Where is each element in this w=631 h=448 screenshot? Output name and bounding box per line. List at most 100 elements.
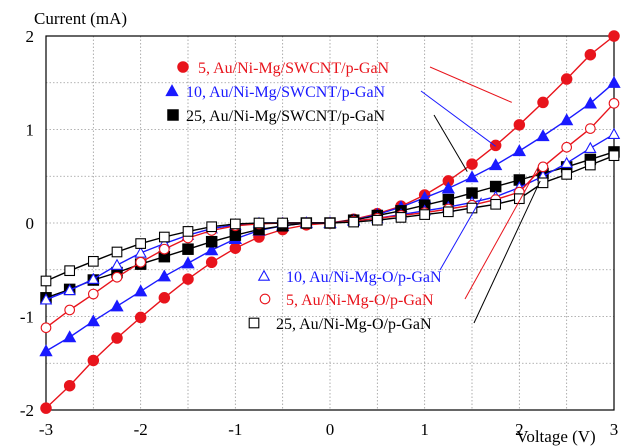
data-point bbox=[537, 96, 549, 109]
y-tick-label: 0 bbox=[26, 214, 35, 233]
data-point bbox=[253, 217, 265, 229]
data-point bbox=[229, 218, 241, 230]
data-point bbox=[205, 256, 218, 269]
data-point bbox=[40, 322, 52, 334]
data-point bbox=[182, 226, 194, 237]
data-point bbox=[607, 127, 621, 139]
data-point bbox=[608, 150, 620, 162]
data-point bbox=[536, 129, 550, 142]
data-point bbox=[64, 265, 76, 277]
data-point bbox=[466, 202, 478, 214]
legend-entry-2: 10, Au/Ni-Mg/SWCNT/p-GaN bbox=[165, 84, 386, 101]
x-tick-label: 2 bbox=[515, 420, 524, 439]
data-point bbox=[135, 238, 147, 249]
x-tick-label: -3 bbox=[39, 420, 53, 439]
legend-marker bbox=[165, 84, 179, 97]
data-point bbox=[87, 255, 99, 267]
legend-label: 10, Au/Ni-Mg-O/p-GaN bbox=[286, 269, 442, 286]
data-point bbox=[608, 30, 620, 42]
legend-label: 10, Au/Ni-Mg/SWCNT/p-GaN bbox=[186, 84, 386, 101]
data-point bbox=[561, 141, 573, 153]
data-point bbox=[229, 229, 242, 241]
data-point bbox=[134, 246, 147, 258]
data-point bbox=[324, 217, 336, 229]
data-point bbox=[584, 141, 597, 153]
data-point bbox=[537, 161, 549, 173]
data-point bbox=[158, 243, 170, 255]
legend-leader-line bbox=[433, 114, 468, 172]
data-point bbox=[465, 170, 479, 183]
data-point bbox=[63, 379, 76, 392]
data-point bbox=[584, 159, 596, 171]
data-point bbox=[64, 304, 76, 316]
data-point bbox=[513, 119, 526, 131]
y-tick-label: -1 bbox=[20, 308, 34, 327]
legend-marker bbox=[257, 269, 271, 281]
data-point bbox=[512, 144, 526, 157]
data-point bbox=[87, 288, 99, 300]
data-point bbox=[348, 216, 360, 228]
data-point bbox=[205, 243, 219, 256]
data-point bbox=[134, 284, 148, 297]
data-point bbox=[87, 272, 100, 284]
data-point bbox=[87, 354, 100, 367]
legend-leader-line bbox=[429, 66, 512, 103]
data-point bbox=[39, 344, 53, 357]
legend-leader-line bbox=[464, 166, 539, 300]
data-point bbox=[395, 212, 407, 223]
data-point bbox=[158, 292, 171, 304]
data-point bbox=[584, 48, 597, 61]
data-point bbox=[489, 158, 503, 171]
y-tick-label: -2 bbox=[20, 401, 34, 420]
data-point bbox=[584, 123, 596, 134]
legend-label: 5, Au/Ni-Mg-O/p-GaN bbox=[286, 292, 434, 309]
x-tick-label: 0 bbox=[326, 420, 335, 439]
data-point bbox=[63, 283, 76, 296]
data-point bbox=[134, 311, 147, 324]
data-point bbox=[63, 330, 77, 343]
data-point bbox=[561, 169, 573, 180]
data-point bbox=[583, 96, 597, 109]
data-point bbox=[560, 73, 573, 85]
x-tick-label: -2 bbox=[134, 420, 148, 439]
legend-label: 5, Au/Ni-Mg/SWCNT/p-GaN bbox=[198, 60, 390, 77]
legend-entry-1: 5, Au/Ni-Mg/SWCNT/p-GaN bbox=[177, 60, 390, 77]
data-point bbox=[111, 271, 123, 283]
data-point bbox=[157, 269, 171, 282]
data-point bbox=[560, 156, 573, 168]
data-point bbox=[277, 217, 289, 229]
data-point bbox=[442, 206, 454, 218]
legend-leader-lines bbox=[420, 66, 541, 324]
data-point bbox=[489, 139, 502, 152]
legend-leader-line bbox=[473, 180, 541, 324]
data-point bbox=[86, 314, 100, 327]
data-point bbox=[110, 258, 124, 270]
x-tick-label: 3 bbox=[610, 420, 619, 439]
series-6 bbox=[40, 150, 620, 287]
legend-entry-5: 5, Au/Ni-Mg-O/p-GaN bbox=[259, 292, 434, 309]
data-point bbox=[40, 275, 52, 287]
data-point bbox=[537, 177, 549, 189]
legend-marker bbox=[259, 293, 271, 305]
legend: 5, Au/Ni-Mg/SWCNT/p-GaN 10, Au/Ni-Mg/SWCN… bbox=[165, 60, 442, 333]
data-point bbox=[205, 235, 218, 248]
data-point bbox=[111, 332, 123, 344]
legend-entry-6: 25, Au/Ni-Mg-O/p-GaN bbox=[248, 316, 432, 333]
legend-entry-3: 25, Au/Ni-Mg/SWCNT/p-GaN bbox=[167, 108, 386, 125]
data-point bbox=[206, 221, 218, 233]
y-axis-label: Current (mA) bbox=[34, 9, 127, 28]
data-point bbox=[229, 242, 242, 254]
data-point bbox=[111, 246, 123, 258]
legend-marker bbox=[248, 317, 260, 329]
data-point bbox=[441, 181, 455, 194]
plot-frame bbox=[45, 35, 615, 411]
legend-marker bbox=[167, 109, 179, 121]
y-tick-label: 1 bbox=[26, 121, 35, 140]
grid-lines bbox=[46, 36, 614, 410]
tick-labels: -3 -2 -1 0 1 2 3 -2 -1 0 1 2 bbox=[20, 27, 618, 439]
data-point bbox=[489, 180, 502, 193]
legend-leader-line bbox=[420, 90, 496, 147]
legend-label: 25, Au/Ni-Mg-O/p-GaN bbox=[276, 316, 432, 333]
x-tick-label: 1 bbox=[420, 420, 429, 439]
